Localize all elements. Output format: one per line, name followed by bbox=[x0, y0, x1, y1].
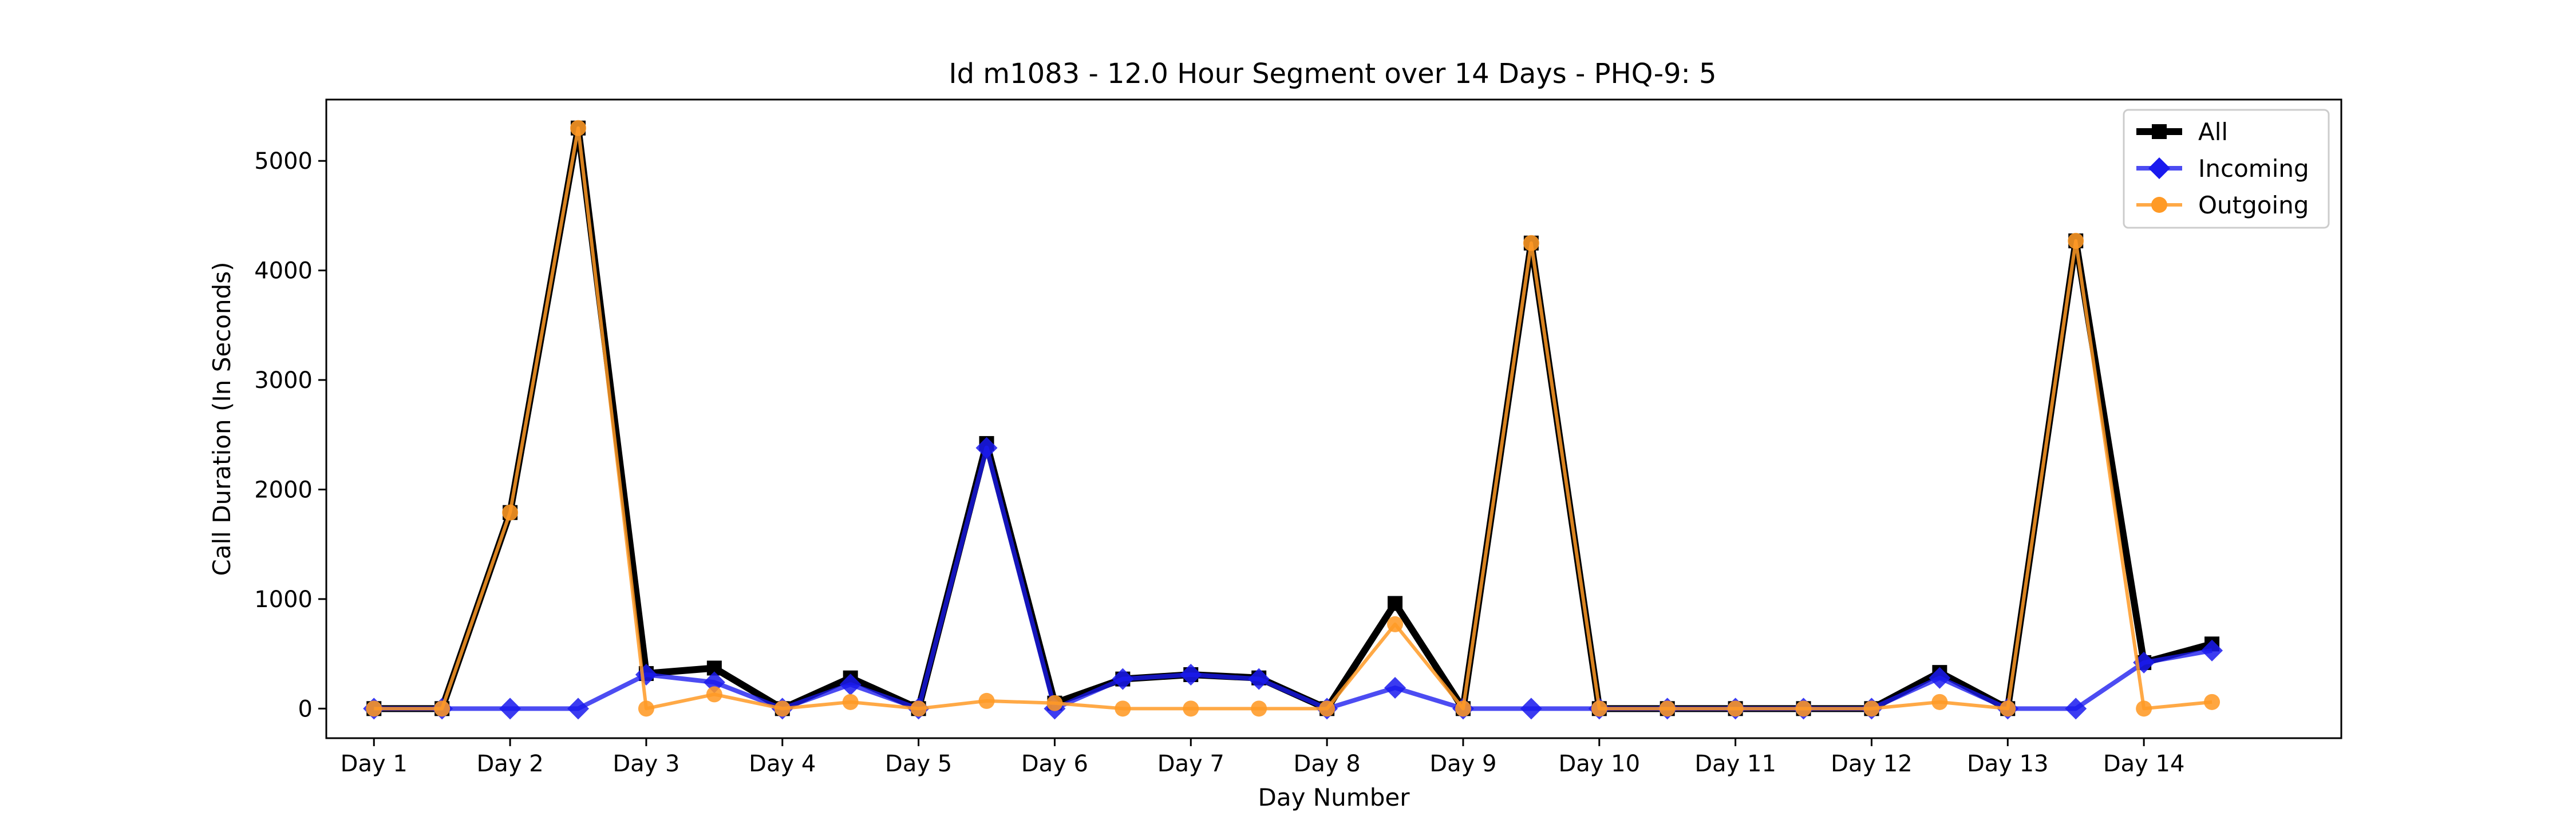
outgoing-point bbox=[910, 700, 927, 717]
y-tick-label: 3000 bbox=[254, 367, 313, 394]
x-tick-label: Day 8 bbox=[1294, 751, 1361, 777]
outgoing-point bbox=[1387, 616, 1404, 632]
outgoing-series bbox=[366, 120, 2221, 717]
y-tick-label: 0 bbox=[298, 696, 313, 722]
y-axis-label: Call Duration (In Seconds) bbox=[208, 262, 236, 576]
series-layer bbox=[363, 120, 2223, 720]
y-tick-label: 2000 bbox=[254, 477, 313, 503]
y-tick-label: 5000 bbox=[254, 148, 313, 175]
outgoing-point bbox=[1863, 700, 1880, 717]
legend-label: All bbox=[2198, 118, 2228, 146]
incoming-point bbox=[1520, 698, 1542, 720]
outgoing-point bbox=[1046, 695, 1063, 711]
incoming-point bbox=[499, 698, 521, 720]
x-tick-label: Day 4 bbox=[749, 751, 816, 777]
x-tick-label: Day 7 bbox=[1157, 751, 1224, 777]
outgoing-markers bbox=[366, 120, 2221, 717]
x-tick-label: Day 6 bbox=[1021, 751, 1088, 777]
outgoing-point bbox=[366, 700, 382, 717]
outgoing-point bbox=[774, 700, 791, 717]
incoming-point bbox=[567, 698, 589, 720]
outgoing-line bbox=[374, 126, 2212, 711]
outgoing-point bbox=[1455, 700, 1471, 717]
x-axis: Day 1 Day 2 Day 3 Day 4 Day 5 Day 6 Day 7 Day 8… bbox=[341, 738, 2185, 777]
incoming-point bbox=[1112, 668, 1134, 690]
incoming-point bbox=[635, 663, 657, 686]
all-markers bbox=[366, 120, 2220, 716]
outgoing-point bbox=[502, 504, 519, 521]
incoming-line bbox=[374, 445, 2212, 711]
outgoing-point bbox=[1727, 700, 1744, 717]
outgoing-point bbox=[1319, 700, 1336, 717]
outgoing-point bbox=[706, 686, 722, 703]
all-series bbox=[366, 120, 2220, 716]
incoming-point bbox=[1248, 668, 1270, 690]
legend-label: Outgoing bbox=[2198, 191, 2309, 219]
x-tick-label: Day 10 bbox=[1558, 751, 1640, 777]
legend-item-incoming: Incoming bbox=[2136, 154, 2309, 183]
incoming-point bbox=[2065, 698, 2087, 720]
outgoing-point bbox=[2136, 700, 2152, 717]
outgoing-point bbox=[1795, 700, 1812, 717]
legend: All Incoming Outgoing bbox=[2123, 109, 2330, 229]
x-tick-label: Day 9 bbox=[1429, 751, 1496, 777]
x-tick-label: Day 5 bbox=[885, 751, 952, 777]
outgoing-point bbox=[1591, 700, 1607, 717]
y-tick-label: 1000 bbox=[254, 587, 313, 613]
outgoing-point bbox=[1115, 700, 1131, 717]
outgoing-point bbox=[570, 120, 586, 136]
incoming-point bbox=[839, 674, 862, 696]
legend-item-outgoing: Outgoing bbox=[2136, 191, 2309, 219]
x-tick-label: Day 1 bbox=[341, 751, 408, 777]
legend-box bbox=[2123, 109, 2330, 229]
all-line bbox=[374, 124, 2213, 712]
x-tick-label: Day 12 bbox=[1831, 751, 1913, 777]
x-tick-label: Day 2 bbox=[477, 751, 544, 777]
x-tick-label: Day 11 bbox=[1694, 751, 1776, 777]
plot-area-frame bbox=[325, 98, 2342, 739]
legend-marker bbox=[2148, 157, 2170, 179]
incoming-point bbox=[1180, 663, 1202, 686]
incoming-point bbox=[703, 671, 725, 694]
outgoing-point bbox=[978, 692, 995, 709]
incoming-point bbox=[1384, 676, 1406, 699]
chart-title: Id m1083 - 12.0 Hour Segment over 14 Day… bbox=[949, 58, 1716, 90]
outgoing-point bbox=[638, 700, 654, 717]
x-tick-label: Day 13 bbox=[1967, 751, 2049, 777]
legend-item-all: All bbox=[2136, 118, 2228, 146]
outgoing-point bbox=[1523, 235, 1539, 251]
incoming-point bbox=[975, 437, 998, 459]
outgoing-point bbox=[842, 694, 859, 710]
x-axis-label: Day Number bbox=[1258, 783, 1410, 811]
x-tick-label: Day 3 bbox=[613, 751, 679, 777]
y-tick-label: 4000 bbox=[254, 258, 313, 284]
incoming-point bbox=[2201, 639, 2223, 661]
outgoing-point bbox=[1251, 700, 1267, 717]
legend-marker bbox=[2152, 124, 2167, 139]
outgoing-point bbox=[1659, 700, 1676, 717]
outgoing-point bbox=[2204, 694, 2221, 710]
legend-label: Incoming bbox=[2198, 154, 2309, 183]
y-axis: 0 1000 2000 3000 4000 5000 bbox=[254, 148, 326, 722]
all-point bbox=[1388, 596, 1403, 611]
outgoing-point bbox=[2068, 232, 2084, 249]
x-tick-label: Day 14 bbox=[2103, 751, 2185, 777]
outgoing-point bbox=[1931, 694, 1948, 710]
outgoing-point bbox=[434, 700, 451, 717]
outgoing-point bbox=[1183, 700, 1199, 717]
legend-marker bbox=[2151, 197, 2167, 213]
outgoing-point bbox=[2000, 700, 2016, 717]
incoming-point bbox=[1929, 667, 1951, 689]
